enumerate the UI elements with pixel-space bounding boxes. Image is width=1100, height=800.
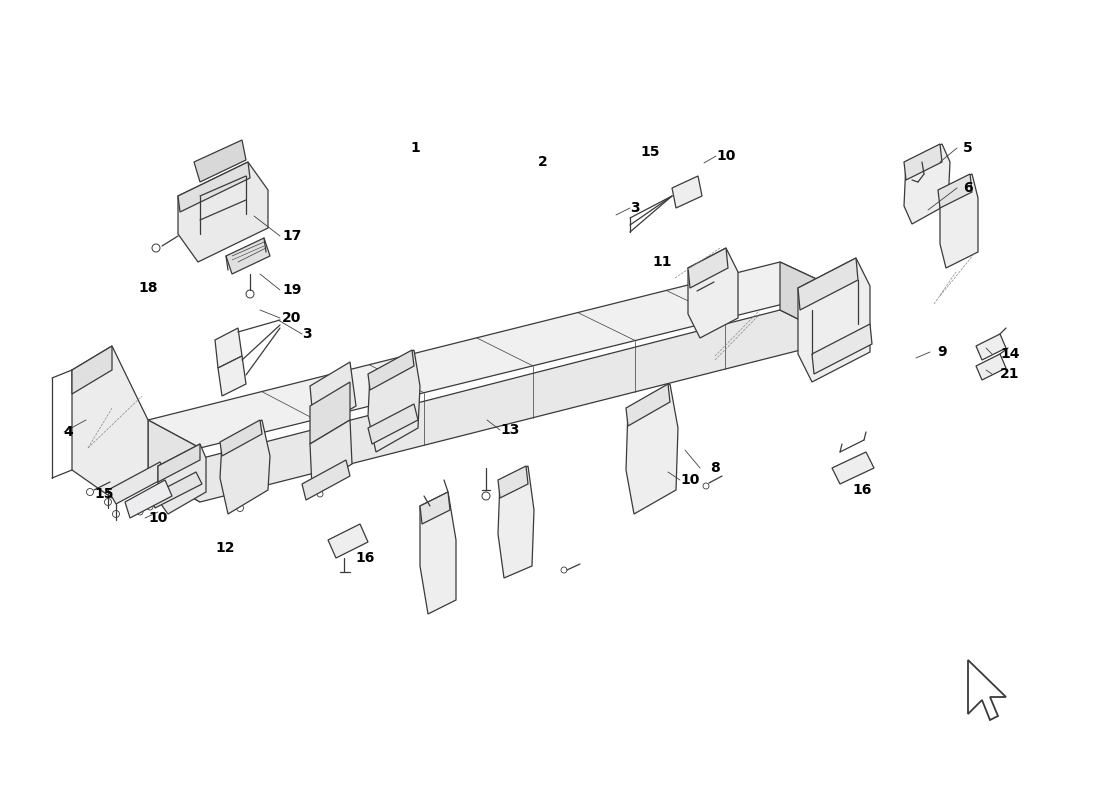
Polygon shape [940,174,978,268]
Polygon shape [368,350,414,390]
Polygon shape [420,492,456,614]
Text: 15: 15 [95,487,113,501]
Polygon shape [672,176,702,208]
Polygon shape [904,144,950,224]
Text: 18: 18 [139,281,157,295]
Text: 1: 1 [410,141,420,155]
Polygon shape [148,262,840,448]
Text: 10: 10 [680,473,700,487]
Polygon shape [108,462,168,504]
Polygon shape [220,420,270,514]
Polygon shape [302,460,350,500]
Polygon shape [498,466,534,578]
Text: 19: 19 [282,283,301,297]
Polygon shape [832,452,875,484]
Text: 4: 4 [63,425,73,439]
Polygon shape [368,404,418,444]
Polygon shape [148,420,200,502]
Text: 14: 14 [1000,347,1020,361]
Polygon shape [214,328,242,368]
Polygon shape [968,660,1006,720]
Polygon shape [798,258,870,382]
Polygon shape [178,162,250,212]
Polygon shape [310,420,352,488]
Polygon shape [72,346,148,498]
Text: 3: 3 [302,327,311,341]
Polygon shape [328,524,369,558]
Polygon shape [218,356,246,396]
Polygon shape [420,492,450,524]
Text: 10: 10 [148,511,167,525]
Text: 5: 5 [962,141,972,155]
Text: 16: 16 [355,551,375,565]
Polygon shape [976,354,1007,380]
Polygon shape [798,258,858,310]
Text: 8: 8 [710,461,719,475]
Text: 11: 11 [652,255,671,269]
Polygon shape [310,382,350,444]
Polygon shape [626,384,678,514]
Text: 16: 16 [852,483,871,497]
Polygon shape [904,144,942,180]
Polygon shape [148,310,840,502]
Polygon shape [938,174,972,208]
Polygon shape [125,480,172,518]
Text: 15: 15 [640,145,660,159]
Polygon shape [72,346,112,394]
Text: 10: 10 [716,149,736,163]
Text: 21: 21 [1000,367,1020,381]
Polygon shape [220,420,262,456]
Polygon shape [812,324,872,374]
Text: 9: 9 [937,345,947,359]
Polygon shape [150,472,202,508]
Polygon shape [688,248,728,288]
Text: 17: 17 [282,229,301,243]
Polygon shape [688,248,738,338]
Polygon shape [158,444,206,514]
Polygon shape [976,334,1007,360]
Polygon shape [368,350,420,452]
Polygon shape [178,162,268,262]
Polygon shape [626,384,670,426]
Polygon shape [194,140,246,182]
Polygon shape [498,466,528,498]
Polygon shape [780,262,840,340]
Text: 6: 6 [962,181,972,195]
Polygon shape [310,362,356,430]
Text: 20: 20 [282,311,301,325]
Text: 13: 13 [500,423,519,437]
Text: 12: 12 [216,541,234,555]
Polygon shape [226,238,270,274]
Text: 2: 2 [538,155,548,169]
Text: 3: 3 [630,201,639,215]
Polygon shape [158,444,200,482]
